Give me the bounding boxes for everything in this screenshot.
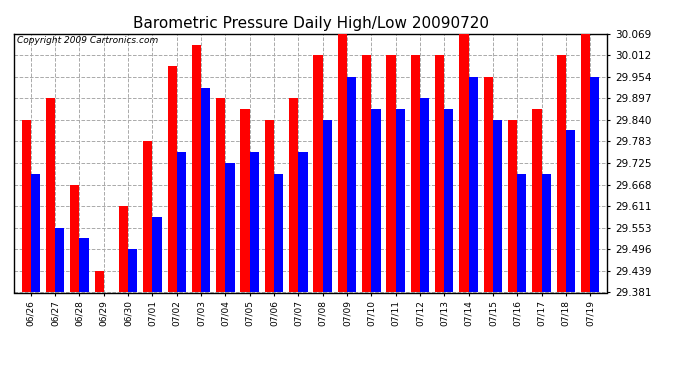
Bar — [21, 120, 31, 292]
Bar — [192, 45, 201, 292]
Bar — [226, 163, 235, 292]
Bar — [590, 77, 600, 292]
Bar — [55, 228, 64, 292]
Bar — [435, 55, 444, 292]
Bar — [298, 152, 308, 292]
Bar — [119, 206, 128, 292]
Bar — [420, 98, 429, 292]
Bar — [566, 130, 575, 292]
Bar — [274, 174, 284, 292]
Bar — [542, 174, 551, 292]
Bar — [31, 174, 40, 292]
Bar — [386, 55, 395, 292]
Bar — [460, 34, 469, 292]
Bar — [313, 55, 323, 292]
Bar — [144, 141, 152, 292]
Bar — [493, 120, 502, 292]
Bar — [95, 271, 103, 292]
Bar — [240, 110, 250, 292]
Bar — [79, 238, 89, 292]
Bar — [70, 184, 79, 292]
Bar — [337, 34, 347, 292]
Bar — [371, 110, 381, 292]
Bar — [201, 88, 210, 292]
Bar — [177, 152, 186, 292]
Text: Copyright 2009 Cartronics.com: Copyright 2009 Cartronics.com — [17, 36, 158, 45]
Bar — [411, 55, 420, 292]
Bar — [532, 110, 542, 292]
Bar — [152, 217, 161, 292]
Title: Barometric Pressure Daily High/Low 20090720: Barometric Pressure Daily High/Low 20090… — [132, 16, 489, 31]
Bar — [216, 98, 226, 292]
Bar — [265, 120, 274, 292]
Bar — [581, 34, 590, 292]
Bar — [557, 55, 566, 292]
Bar — [395, 110, 405, 292]
Bar — [128, 249, 137, 292]
Bar — [518, 174, 526, 292]
Bar — [168, 66, 177, 292]
Bar — [347, 77, 356, 292]
Bar — [289, 98, 298, 292]
Bar — [484, 77, 493, 292]
Bar — [46, 98, 55, 292]
Bar — [362, 55, 371, 292]
Bar — [469, 77, 477, 292]
Bar — [250, 152, 259, 292]
Bar — [508, 120, 518, 292]
Bar — [444, 110, 453, 292]
Bar — [323, 120, 332, 292]
